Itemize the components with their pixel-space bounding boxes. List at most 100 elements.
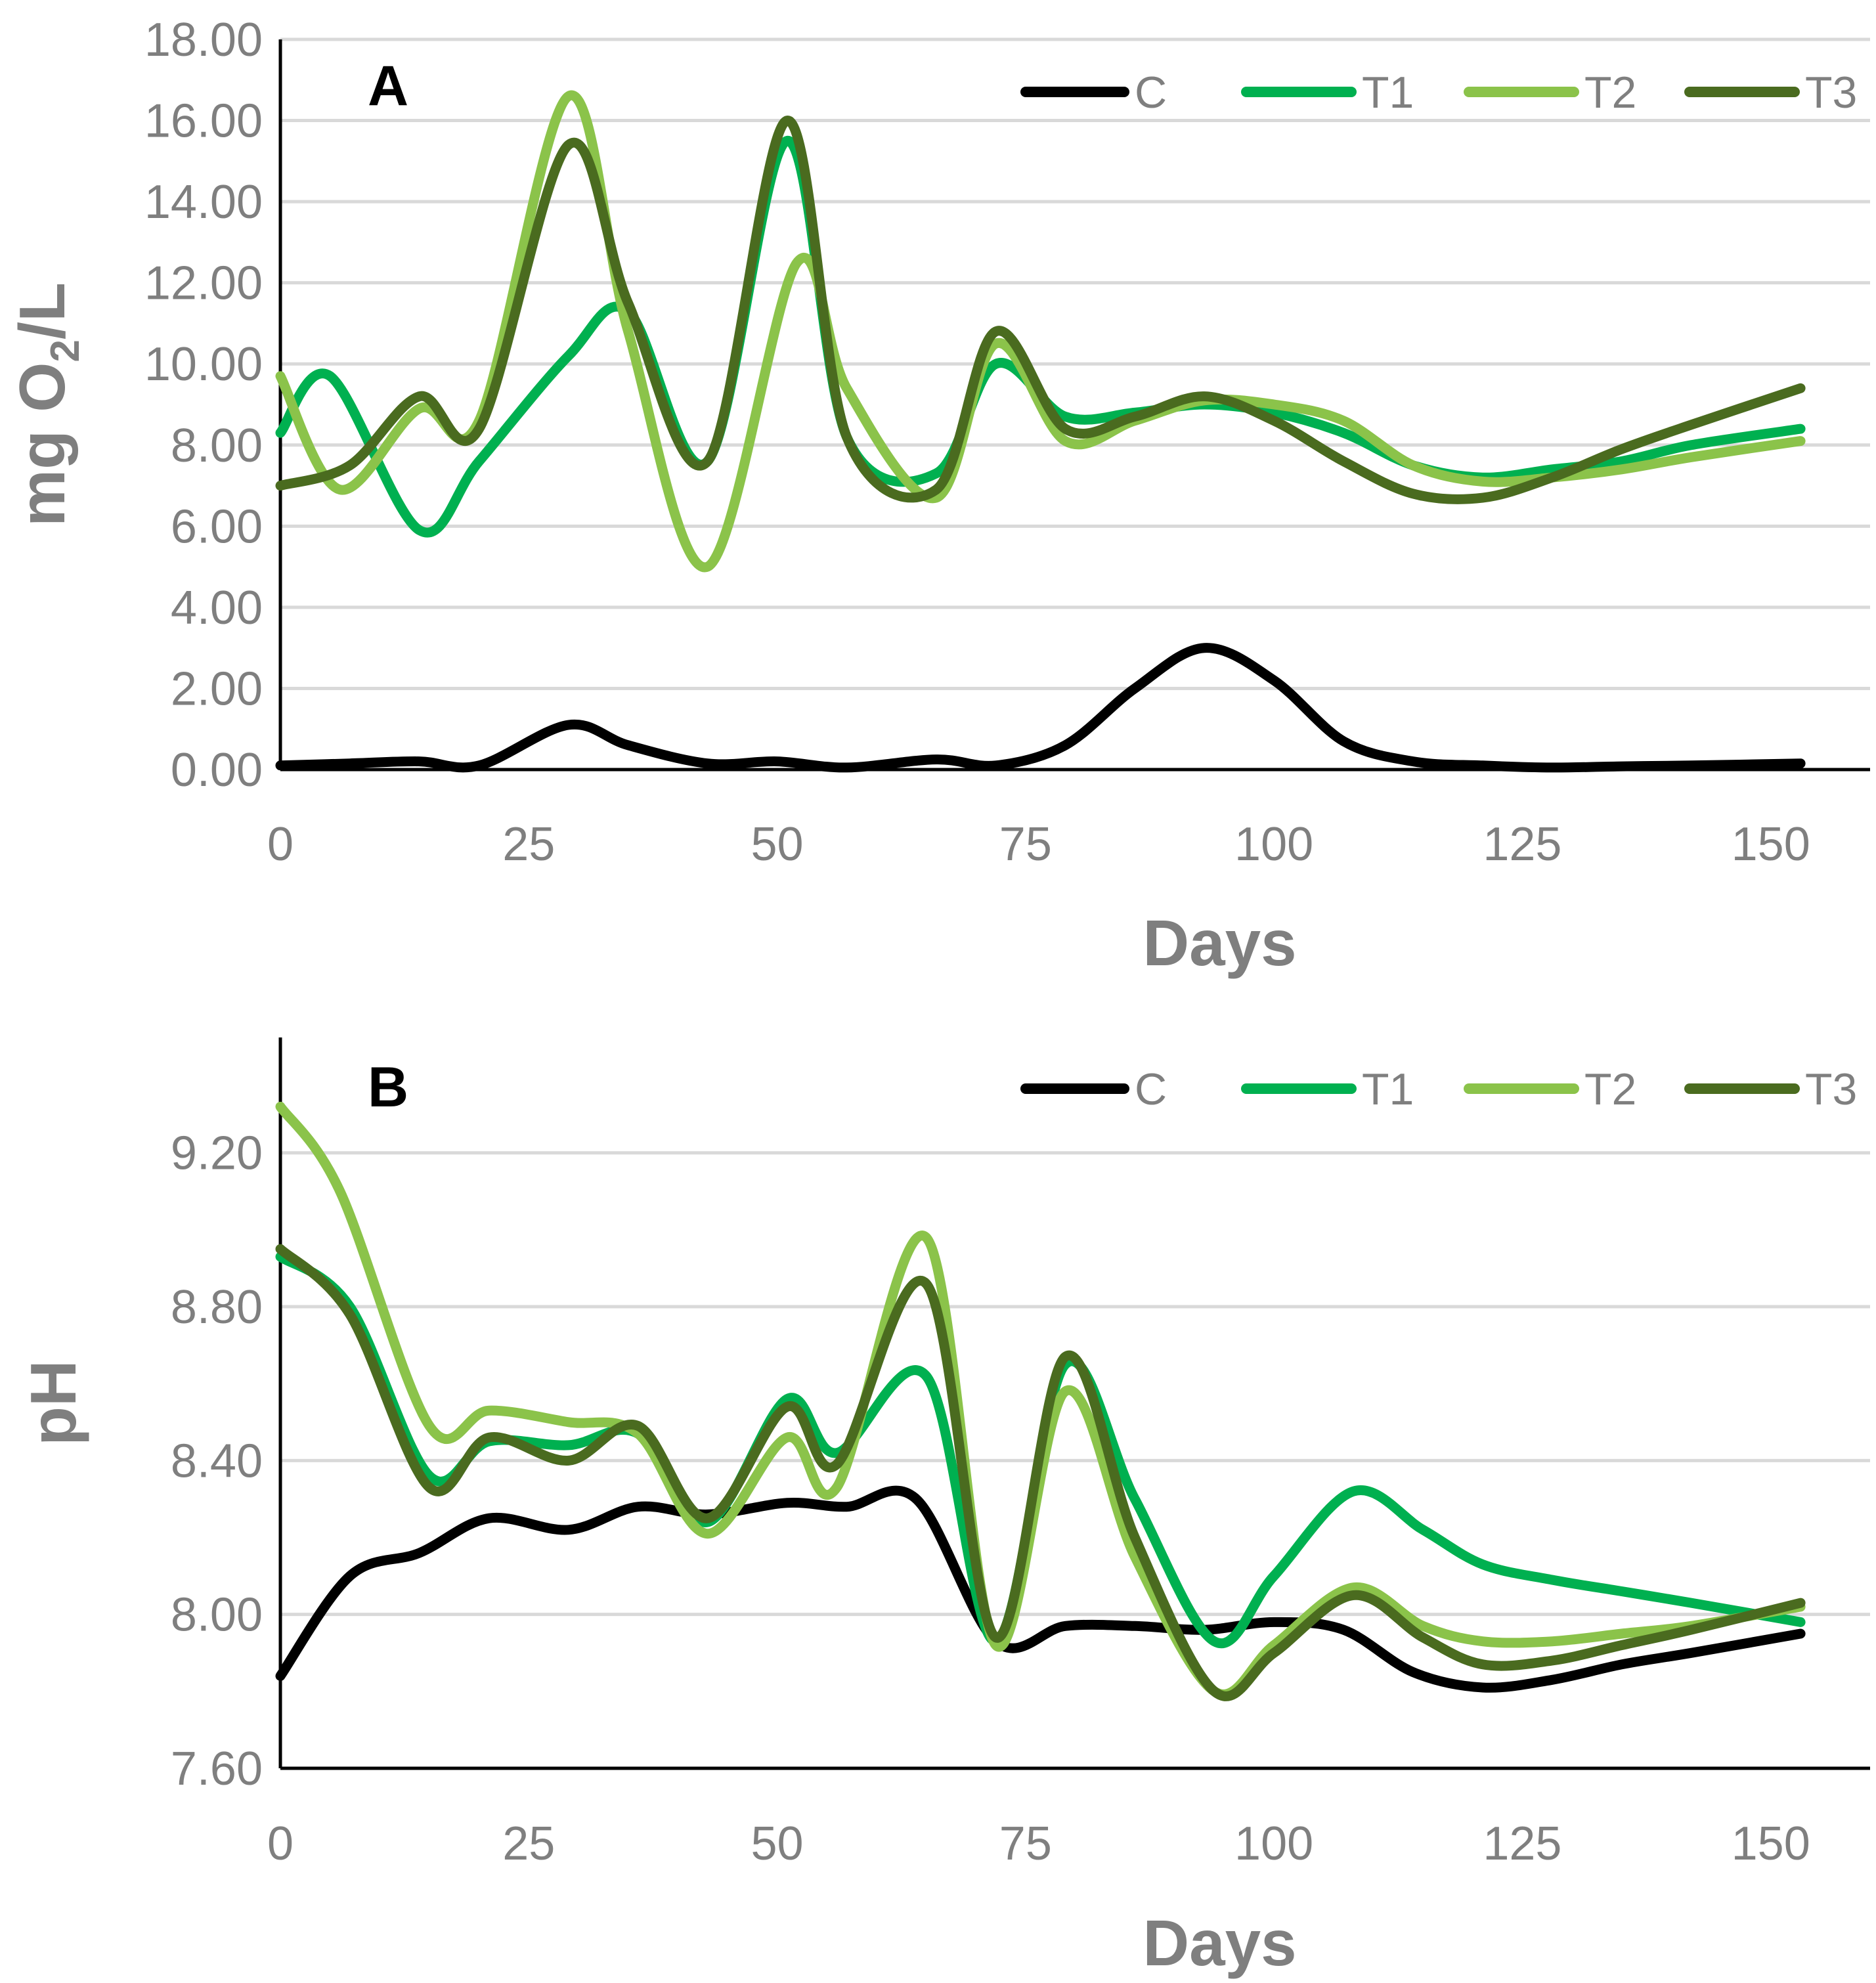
x-tick-label: 125 xyxy=(1483,1818,1561,1870)
data-point-c xyxy=(1343,741,1344,742)
data-point-t1 xyxy=(1800,428,1801,429)
data-point-t1 xyxy=(568,1445,569,1446)
data-point-t3 xyxy=(568,144,569,146)
data-point-t3 xyxy=(1273,1652,1275,1653)
series-line-c xyxy=(275,1485,1806,1693)
data-point-t3 xyxy=(1552,1660,1553,1661)
data-point-t2 xyxy=(1064,1391,1066,1392)
panel-label: B xyxy=(368,1056,408,1119)
data-point-c xyxy=(568,724,569,726)
data-point-t2 xyxy=(280,376,281,377)
data-point-t2 xyxy=(926,1237,927,1238)
data-point-t3 xyxy=(1064,1356,1066,1357)
x-axis-title: Days xyxy=(1143,907,1296,979)
data-point-t3 xyxy=(1353,1594,1354,1596)
data-point-t1 xyxy=(568,355,569,357)
data-point-t3 xyxy=(419,396,420,397)
data-point-t2 xyxy=(1482,1641,1483,1642)
y-tick-label: 18.00 xyxy=(144,14,263,66)
data-point-c xyxy=(568,1529,569,1531)
data-point-t3 xyxy=(1800,1602,1801,1603)
data-point-t3 xyxy=(489,1437,490,1438)
data-point-t2 xyxy=(1621,469,1623,470)
series-line-t2 xyxy=(275,1101,1806,1699)
data-point-t1 xyxy=(1273,412,1275,413)
data-point-t3 xyxy=(638,1426,639,1427)
x-tick-label: 100 xyxy=(1234,818,1313,871)
data-point-t2 xyxy=(707,1533,709,1535)
data-point-t3 xyxy=(1064,428,1066,429)
data-point-t3 xyxy=(787,120,788,121)
legend-label-c: C xyxy=(1135,1064,1167,1114)
x-tick-label: 125 xyxy=(1483,818,1561,871)
data-point-c xyxy=(915,1498,917,1500)
data-point-c xyxy=(936,759,937,760)
data-point-t2 xyxy=(1800,441,1801,442)
data-point-t2 xyxy=(429,1426,430,1427)
legend-label-t2: T2 xyxy=(1584,68,1636,118)
data-point-t1 xyxy=(1800,1621,1801,1623)
data-point-c xyxy=(489,1517,490,1519)
data-point-c xyxy=(995,765,996,766)
data-point-c xyxy=(1204,647,1205,649)
data-point-t2 xyxy=(568,95,569,97)
data-point-t3 xyxy=(280,485,281,487)
data-point-t3 xyxy=(349,465,351,466)
data-point-t3 xyxy=(707,1517,709,1519)
x-tick-label: 0 xyxy=(267,818,294,871)
legend-label-t3: T3 xyxy=(1805,68,1857,118)
data-point-c xyxy=(419,1552,420,1554)
x-tick-label: 50 xyxy=(751,1818,804,1870)
data-point-t3 xyxy=(628,303,629,304)
y-tick-label: 6.00 xyxy=(171,500,263,553)
data-point-c xyxy=(628,745,629,746)
y-tick-label: 8.80 xyxy=(171,1281,263,1334)
data-point-c xyxy=(1621,1664,1623,1665)
data-point-t1 xyxy=(787,140,788,141)
data-point-t3 xyxy=(1482,497,1483,498)
data-point-c xyxy=(638,1506,639,1508)
data-point-t3 xyxy=(1422,1637,1424,1638)
data-point-t3 xyxy=(787,1406,788,1407)
data-point-t2 xyxy=(796,262,798,263)
data-point-t1 xyxy=(1213,1641,1215,1642)
y-axis-title-part: mg O xyxy=(6,362,78,527)
data-point-c xyxy=(846,1506,847,1508)
data-point-t2 xyxy=(1134,1556,1135,1558)
data-point-t2 xyxy=(1064,441,1066,442)
data-point-t3 xyxy=(836,1464,837,1465)
data-point-t3 xyxy=(1621,1645,1623,1646)
data-point-c xyxy=(1064,745,1066,746)
data-point-t1 xyxy=(1482,1564,1483,1565)
data-point-t3 xyxy=(349,1314,351,1315)
data-point-t1 xyxy=(995,363,996,364)
y-tick-label: 10.00 xyxy=(144,338,263,391)
data-point-t3 xyxy=(1204,396,1205,397)
data-point-t2 xyxy=(1343,420,1344,422)
y-tick-label: 8.00 xyxy=(171,1589,263,1642)
data-point-c xyxy=(1552,1679,1553,1680)
data-point-t1 xyxy=(1422,1529,1424,1531)
data-point-t1 xyxy=(479,460,480,462)
data-point-t2 xyxy=(1621,1633,1623,1634)
data-point-t2 xyxy=(1273,404,1275,405)
x-tick-label: 75 xyxy=(999,1818,1052,1870)
data-point-t2 xyxy=(1353,1587,1354,1588)
data-point-c xyxy=(707,763,709,764)
data-point-t2 xyxy=(836,1487,837,1488)
data-point-t2 xyxy=(339,489,341,490)
data-point-t1 xyxy=(280,1256,281,1257)
data-point-c xyxy=(787,1502,788,1504)
data-point-c xyxy=(1552,767,1553,768)
data-point-c xyxy=(1134,1625,1135,1626)
series-line-c xyxy=(275,643,1806,773)
data-point-t2 xyxy=(638,1433,639,1434)
y-axis-title: pH xyxy=(17,1360,89,1446)
data-point-t1 xyxy=(429,1475,430,1477)
data-point-c xyxy=(280,765,281,766)
data-point-t2 xyxy=(1422,1625,1424,1626)
data-point-t2 xyxy=(1552,1641,1553,1642)
series-line-t2 xyxy=(275,90,1806,573)
data-point-t2 xyxy=(936,497,937,498)
